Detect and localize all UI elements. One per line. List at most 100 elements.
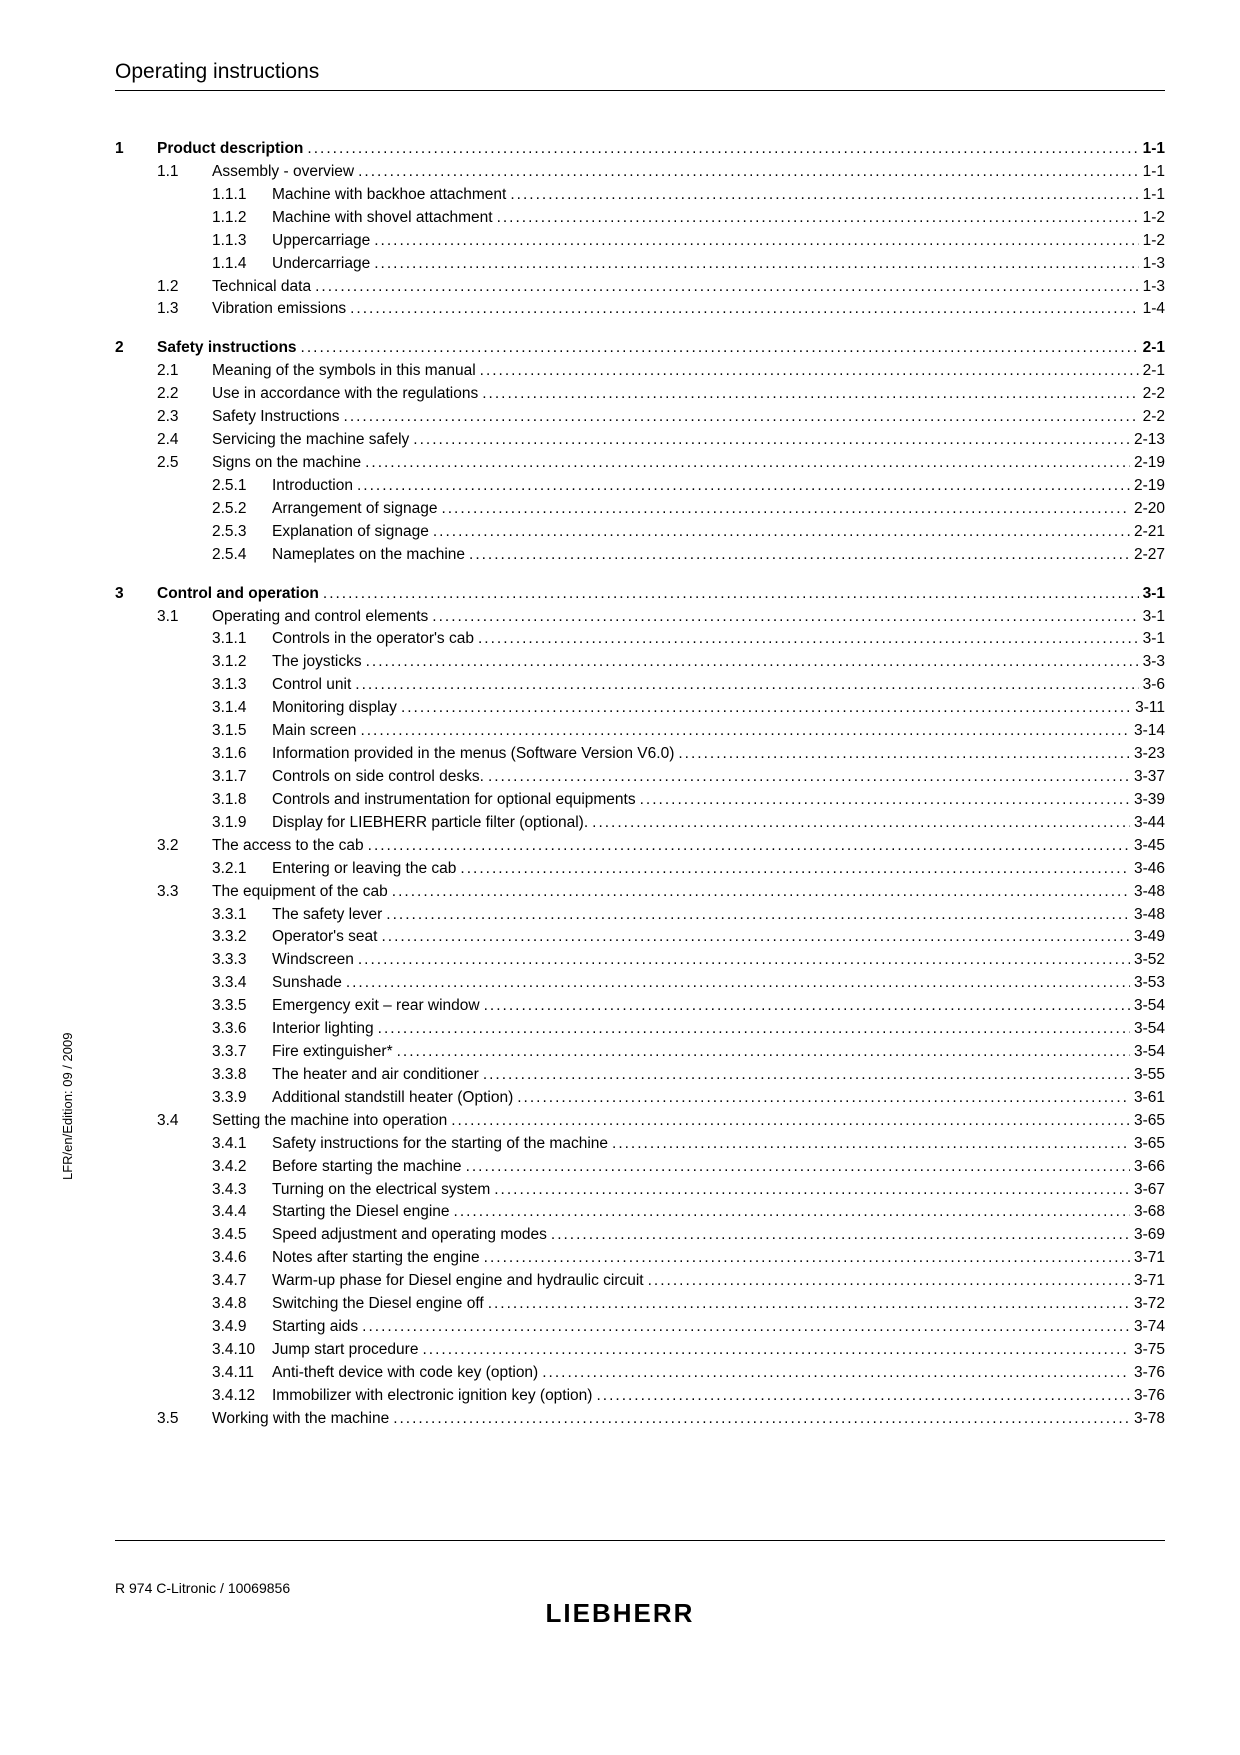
chapter-title: Product description <box>157 139 303 160</box>
toc-section-row: 3.4Setting the machine into operation3-6… <box>115 1111 1165 1132</box>
footer-rule <box>115 1540 1165 1541</box>
section-title: The equipment of the cab <box>212 882 388 903</box>
subsection-number: 3.4.12 <box>212 1386 272 1407</box>
subsection-page: 3-1 <box>1139 629 1165 650</box>
table-of-contents: 1Product description1-11.1Assembly - ove… <box>115 139 1165 1430</box>
leader-dots <box>484 767 1130 788</box>
section-title: Operating and control elements <box>212 607 428 628</box>
leader-dots <box>346 299 1138 320</box>
toc-chapter: 3Control and operation3-13.1Operating an… <box>115 584 1165 1430</box>
subsection-number: 3.4.4 <box>212 1202 272 1223</box>
toc-subsection-row: 3.1.7Controls on side control desks.3-37 <box>115 767 1165 788</box>
subsection-number: 3.4.9 <box>212 1317 272 1338</box>
section-number: 1.3 <box>157 299 212 320</box>
leader-dots <box>353 476 1130 497</box>
subsection-page: 2-20 <box>1130 499 1165 520</box>
subsection-number: 2.5.2 <box>212 499 272 520</box>
toc-chapter: 1Product description1-11.1Assembly - ove… <box>115 139 1165 320</box>
subsection-page: 3-74 <box>1130 1317 1165 1338</box>
toc-subsection-row: 3.4.9Starting aids3-74 <box>115 1317 1165 1338</box>
toc-subsection-row: 3.3.4Sunshade 3-53 <box>115 973 1165 994</box>
subsection-page: 3-44 <box>1130 813 1165 834</box>
toc-subsection-row: 2.5.3Explanation of signage2-21 <box>115 522 1165 543</box>
toc-subsection-row: 3.4.5Speed adjustment and operating mode… <box>115 1225 1165 1246</box>
section-page: 1-3 <box>1139 277 1165 298</box>
leader-dots <box>397 698 1131 719</box>
leader-dots <box>493 208 1139 229</box>
section-title: Servicing the machine safely <box>212 430 409 451</box>
leader-dots <box>538 1363 1130 1384</box>
section-page: 2-2 <box>1139 407 1165 428</box>
subsection-number: 3.1.4 <box>212 698 272 719</box>
section-title: Working with the machine <box>212 1409 389 1430</box>
chapter-number: 2 <box>115 338 157 359</box>
subsection-number: 3.4.11 <box>212 1363 272 1384</box>
subsection-title: Sunshade <box>272 973 342 994</box>
leader-dots <box>592 1386 1130 1407</box>
leader-dots <box>311 277 1139 298</box>
subsection-page: 3-3 <box>1139 652 1165 673</box>
subsection-number: 1.1.3 <box>212 231 272 252</box>
toc-subsection-row: 3.1.2The joysticks3-3 <box>115 652 1165 673</box>
subsection-title: Control unit <box>272 675 351 696</box>
leader-dots <box>374 1019 1130 1040</box>
section-title: Vibration emissions <box>212 299 346 320</box>
toc-subsection-row: 3.4.11Anti-theft device with code key (o… <box>115 1363 1165 1384</box>
chapter-title: Safety instructions <box>157 338 297 359</box>
subsection-page: 3-46 <box>1130 859 1165 880</box>
subsection-number: 3.4.7 <box>212 1271 272 1292</box>
chapter-page: 2-1 <box>1139 338 1165 359</box>
section-title: Technical data <box>212 277 311 298</box>
subsection-number: 3.3.4 <box>212 973 272 994</box>
toc-subsection-row: 3.4.2Before starting the machine3-66 <box>115 1157 1165 1178</box>
toc-section-row: 3.2The access to the cab3-45 <box>115 836 1165 857</box>
subsection-page: 1-3 <box>1139 254 1165 275</box>
subsection-title: Undercarriage <box>272 254 370 275</box>
leader-dots <box>364 836 1130 857</box>
leader-dots <box>450 1202 1130 1223</box>
toc-subsection-row: 3.1.4Monitoring display 3-11 <box>115 698 1165 719</box>
subsection-page: 3-11 <box>1131 698 1165 719</box>
subsection-title: Safety instructions for the starting of … <box>272 1134 608 1155</box>
subsection-number: 3.3.1 <box>212 905 272 926</box>
subsection-title: Windscreen <box>272 950 354 971</box>
leader-dots <box>356 721 1130 742</box>
subsection-page: 3-54 <box>1130 1042 1165 1063</box>
toc-subsection-row: 3.1.1Controls in the operator's cab3-1 <box>115 629 1165 650</box>
leader-dots <box>429 522 1130 543</box>
subsection-page: 3-48 <box>1130 905 1165 926</box>
subsection-title: The heater and air conditioner <box>272 1065 479 1086</box>
leader-dots <box>506 185 1138 206</box>
subsection-page: 3-52 <box>1130 950 1165 971</box>
brand-logo: LIEBHERR <box>546 1598 695 1629</box>
subsection-title: Arrangement of signage <box>272 499 437 520</box>
leader-dots <box>479 1065 1130 1086</box>
subsection-title: Monitoring display <box>272 698 397 719</box>
toc-subsection-row: 3.4.8Switching the Diesel engine off3-72 <box>115 1294 1165 1315</box>
subsection-title: Machine with backhoe attachment <box>272 185 506 206</box>
chapter-number: 1 <box>115 139 157 160</box>
subsection-number: 1.1.2 <box>212 208 272 229</box>
toc-subsection-row: 3.4.4Starting the Diesel engine3-68 <box>115 1202 1165 1223</box>
toc-subsection-row: 2.5.2Arrangement of signage 2-20 <box>115 499 1165 520</box>
subsection-number: 3.3.6 <box>212 1019 272 1040</box>
leader-dots <box>389 1409 1130 1430</box>
toc-subsection-row: 1.1.3Uppercarriage1-2 <box>115 231 1165 252</box>
section-number: 2.2 <box>157 384 212 405</box>
subsection-title: Display for LIEBHERR particle filter (op… <box>272 813 588 834</box>
subsection-page: 1-1 <box>1139 185 1165 206</box>
section-page: 3-65 <box>1130 1111 1165 1132</box>
leader-dots <box>474 629 1139 650</box>
toc-subsection-row: 3.3.7Fire extinguisher*3-54 <box>115 1042 1165 1063</box>
subsection-number: 3.4.1 <box>212 1134 272 1155</box>
subsection-title: Operator's seat <box>272 927 377 948</box>
section-title: Safety Instructions <box>212 407 340 428</box>
subsection-title: Entering or leaving the cab <box>272 859 456 880</box>
toc-subsection-row: 3.4.10Jump start procedure3-75 <box>115 1340 1165 1361</box>
subsection-page: 3-69 <box>1130 1225 1165 1246</box>
leader-dots <box>388 882 1130 903</box>
subsection-page: 3-53 <box>1130 973 1165 994</box>
leader-dots <box>297 338 1139 359</box>
leader-dots <box>447 1111 1130 1132</box>
subsection-page: 3-76 <box>1130 1386 1165 1407</box>
